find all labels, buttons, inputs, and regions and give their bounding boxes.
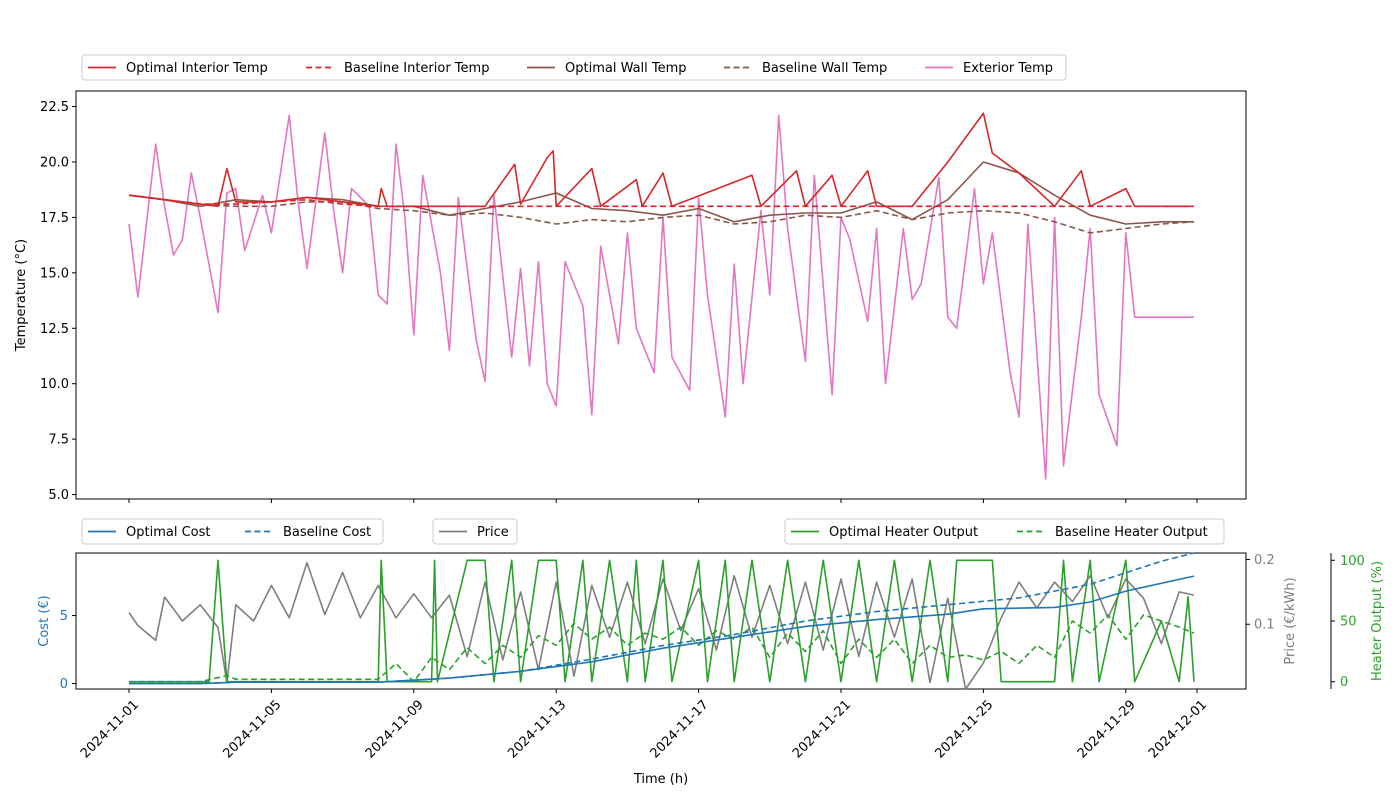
heater-ytick-label: 0 (1340, 675, 1348, 690)
cost-ytick-label: 0 (60, 677, 68, 692)
cost-ytick-label: 5 (60, 609, 68, 624)
heater-ytick-label: 50 (1340, 615, 1357, 630)
temperature-plot-frame (75, 90, 1247, 500)
time-xtick-label: 2024-11-01 (78, 697, 142, 761)
axis-label-price-kwh: Price (€/kWh) (1283, 577, 1298, 664)
time-xtick-label: 2024-11-17 (648, 697, 712, 761)
legend-label-price: Price (477, 525, 509, 540)
cost-plot-frame (75, 552, 1247, 690)
heater-ytick-label: 100 (1340, 554, 1365, 569)
price-ytick-label: 0.2 (1254, 553, 1275, 568)
series-line-baseline-cost (129, 552, 1195, 685)
time-xtick-label: 2024-11-05 (220, 697, 284, 761)
temp-y-axis-label: Temperature (°C) (14, 239, 29, 352)
time-xtick-label: 2024-11-21 (790, 697, 854, 761)
temperature-legend: Optimal Interior Temp Baseline Interior T… (81, 54, 1067, 81)
temp-ytick-label: 20.0 (40, 155, 69, 170)
series-line-exterior-temp (128, 114, 1194, 480)
cost-price-heater-panel: 0 5 Cost (€) 0.1 0.2 Price (€/kWh) 0 50 100 Heate… (37, 518, 1385, 787)
series-line-optimal-interior-temp (128, 112, 1194, 208)
temp-ytick-label: 10.0 (40, 377, 69, 392)
axis-label-heater-output: Heater Output (%) (1370, 561, 1385, 681)
legend-label-baseline-wall-temp: Baseline Wall Temp (762, 61, 887, 76)
cost-legend: Optimal Cost Baseline Cost (81, 518, 384, 545)
temp-ytick-label: 17.5 (40, 211, 69, 226)
legend-box (432, 518, 518, 545)
series-line-price (128, 561, 1195, 690)
temp-ytick-label: 12.5 (40, 322, 69, 337)
temp-ytick-label: 7.5 (48, 433, 69, 448)
time-xtick-label: 2024-11-25 (932, 697, 996, 761)
time-xtick-label: 2024-12-01 (1146, 697, 1210, 761)
legend-label-optimal-wall-temp: Optimal Wall Temp (565, 61, 687, 76)
series-line-baseline-interior-temp (128, 194, 1194, 208)
price-ytick-label: 0.1 (1254, 618, 1275, 633)
legend-label-optimal-cost: Optimal Cost (126, 525, 210, 540)
legend-box (784, 518, 1225, 545)
legend-label-exterior-temp: Exterior Temp (963, 61, 1053, 76)
series-line-baseline-wall-temp (128, 194, 1195, 234)
legend-label-baseline-heater-output: Baseline Heater Output (1055, 525, 1208, 540)
series-line-optimal-cost (129, 575, 1195, 685)
legend-box (81, 518, 384, 545)
series-line-optimal-heater-output (129, 559, 1195, 683)
heater-legend: Optimal Heater Output Baseline Heater Out… (784, 518, 1225, 545)
price-legend: Price (432, 518, 518, 545)
temperature-legend-box (81, 54, 1067, 81)
temp-ytick-label: 22.5 (40, 100, 69, 115)
temp-ytick-label: 5.0 (48, 488, 69, 503)
legend-label-optimal-interior-temp: Optimal Interior Temp (126, 61, 268, 76)
time-x-axis-label: Time (h) (633, 772, 688, 787)
legend-label-optimal-heater-output: Optimal Heater Output (829, 525, 978, 540)
legend-label-baseline-cost: Baseline Cost (283, 525, 371, 540)
series-line-baseline-heater-output (129, 614, 1195, 683)
time-xtick-label: 2024-11-13 (505, 697, 569, 761)
time-xtick-label: 2024-11-09 (363, 697, 427, 761)
temperature-panel: 5.0 7.5 10.0 12.5 15.0 17.5 20.0 22.5 Temperatur… (14, 54, 1247, 503)
axis-label-cost: Cost (€) (37, 595, 52, 646)
temp-ytick-label: 15.0 (40, 266, 69, 281)
time-xtick-label: 2024-11-29 (1075, 697, 1139, 761)
legend-label-baseline-interior-temp: Baseline Interior Temp (344, 61, 489, 76)
series-line-optimal-wall-temp (128, 161, 1194, 225)
